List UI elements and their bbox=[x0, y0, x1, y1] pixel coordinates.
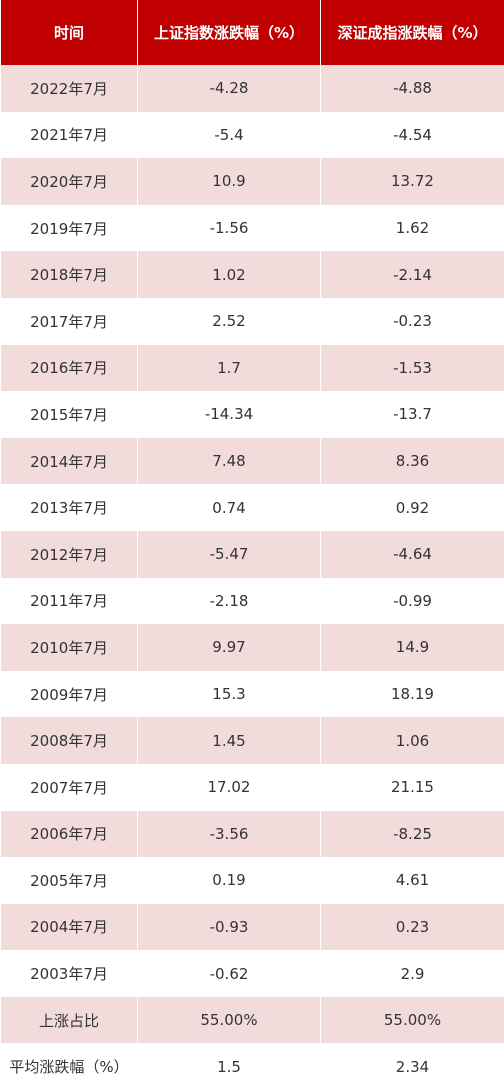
cell-value: -1.53 bbox=[320, 344, 504, 392]
cell-value: -14.34 bbox=[137, 391, 321, 438]
header-cell: 深证成指涨跌幅（%） bbox=[320, 0, 504, 65]
cell-value: 18.19 bbox=[320, 670, 504, 718]
cell-value: -13.7 bbox=[320, 391, 504, 438]
table-row: 2009年7月 15.3 18.19 bbox=[0, 670, 504, 718]
cell-value: 2.52 bbox=[137, 297, 321, 345]
table-row: 2021年7月 -5.4 -4.54 bbox=[0, 111, 504, 159]
row-label: 2017年7月 bbox=[0, 297, 138, 345]
cell-value: 1.06 bbox=[320, 717, 504, 764]
row-label: 2009年7月 bbox=[0, 670, 138, 718]
cell-value: 1.45 bbox=[137, 717, 321, 764]
table-row: 2008年7月 1.45 1.06 bbox=[0, 717, 504, 764]
table-row: 2006年7月 -3.56 -8.25 bbox=[0, 810, 504, 858]
cell-value: 1.02 bbox=[137, 251, 321, 298]
cell-value: 55.00% bbox=[320, 996, 504, 1044]
row-label: 2004年7月 bbox=[0, 903, 138, 951]
cell-value: -0.23 bbox=[320, 297, 504, 345]
row-label: 上涨占比 bbox=[0, 996, 138, 1044]
cell-value: -3.56 bbox=[137, 810, 321, 858]
row-label: 2010年7月 bbox=[0, 624, 138, 671]
table-row: 2004年7月 -0.93 0.23 bbox=[0, 903, 504, 951]
cell-value: -0.62 bbox=[137, 950, 321, 997]
row-label: 2006年7月 bbox=[0, 810, 138, 858]
cell-value: 0.19 bbox=[137, 857, 321, 904]
table-row: 2010年7月 9.97 14.9 bbox=[0, 624, 504, 671]
table-row: 2017年7月 2.52 -0.23 bbox=[0, 297, 504, 345]
row-label: 2019年7月 bbox=[0, 204, 138, 252]
cell-value: -4.64 bbox=[320, 530, 504, 578]
table-row: 2003年7月 -0.62 2.9 bbox=[0, 950, 504, 997]
cell-value: -0.93 bbox=[137, 903, 321, 951]
table-row: 2011年7月 -2.18 -0.99 bbox=[0, 577, 504, 625]
cell-value: -8.25 bbox=[320, 810, 504, 858]
table-row: 2013年7月 0.74 0.92 bbox=[0, 484, 504, 531]
cell-value: -4.28 bbox=[137, 65, 321, 112]
cell-value: 55.00% bbox=[137, 996, 321, 1044]
cell-value: 17.02 bbox=[137, 763, 321, 811]
cell-value: -4.88 bbox=[320, 65, 504, 112]
row-label: 2016年7月 bbox=[0, 344, 138, 392]
cell-value: 15.3 bbox=[137, 670, 321, 718]
row-label: 2021年7月 bbox=[0, 111, 138, 159]
table-row: 2022年7月 -4.28 -4.88 bbox=[0, 65, 504, 112]
row-label: 2007年7月 bbox=[0, 763, 138, 811]
row-label: 2020年7月 bbox=[0, 158, 138, 205]
row-label: 平均涨跌幅（%） bbox=[0, 1043, 138, 1090]
table-row: 2007年7月 17.02 21.15 bbox=[0, 763, 504, 811]
row-label: 2013年7月 bbox=[0, 484, 138, 531]
table-row: 2018年7月 1.02 -2.14 bbox=[0, 251, 504, 298]
row-label: 2005年7月 bbox=[0, 857, 138, 904]
cell-value: 4.61 bbox=[320, 857, 504, 904]
cell-value: 1.62 bbox=[320, 204, 504, 252]
cell-value: 10.9 bbox=[137, 158, 321, 205]
table-row: 2020年7月 10.9 13.72 bbox=[0, 158, 504, 205]
row-label: 2012年7月 bbox=[0, 530, 138, 578]
header-row: 时间 上证指数涨跌幅（%） 深证成指涨跌幅（%） bbox=[0, 0, 504, 65]
header-cell: 时间 bbox=[0, 0, 138, 65]
cell-value: 13.72 bbox=[320, 158, 504, 205]
cell-value: 8.36 bbox=[320, 437, 504, 485]
cell-value: 0.23 bbox=[320, 903, 504, 951]
cell-value: -5.47 bbox=[137, 530, 321, 578]
cell-value: 2.9 bbox=[320, 950, 504, 997]
cell-value: 0.74 bbox=[137, 484, 321, 531]
table-row: 2005年7月 0.19 4.61 bbox=[0, 857, 504, 904]
row-label: 2003年7月 bbox=[0, 950, 138, 997]
cell-value: 21.15 bbox=[320, 763, 504, 811]
row-label: 2014年7月 bbox=[0, 437, 138, 485]
cell-value: -4.54 bbox=[320, 111, 504, 159]
table-row: 2015年7月 -14.34 -13.7 bbox=[0, 391, 504, 438]
row-label: 2022年7月 bbox=[0, 65, 138, 112]
table-row: 2014年7月 7.48 8.36 bbox=[0, 437, 504, 485]
row-label: 2015年7月 bbox=[0, 391, 138, 438]
table-row: 上涨占比 55.00% 55.00% bbox=[0, 996, 504, 1044]
cell-value: 1.5 bbox=[137, 1043, 321, 1090]
cell-value: -2.18 bbox=[137, 577, 321, 625]
cell-value: -0.99 bbox=[320, 577, 504, 625]
row-label: 2008年7月 bbox=[0, 717, 138, 764]
header-cell: 上证指数涨跌幅（%） bbox=[137, 0, 321, 65]
row-label: 2011年7月 bbox=[0, 577, 138, 625]
cell-value: 1.7 bbox=[137, 344, 321, 392]
table-row: 2019年7月 -1.56 1.62 bbox=[0, 204, 504, 252]
cell-value: -2.14 bbox=[320, 251, 504, 298]
table-row: 2016年7月 1.7 -1.53 bbox=[0, 344, 504, 392]
cell-value: 7.48 bbox=[137, 437, 321, 485]
cell-value: -1.56 bbox=[137, 204, 321, 252]
cell-value: -5.4 bbox=[137, 111, 321, 159]
row-label: 2018年7月 bbox=[0, 251, 138, 298]
cell-value: 9.97 bbox=[137, 624, 321, 671]
table-body: 2022年7月 -4.28 -4.88 2021年7月 -5.4 -4.54 2020年7月… bbox=[0, 65, 504, 1090]
table-row: 2012年7月 -5.47 -4.64 bbox=[0, 530, 504, 578]
table-row: 平均涨跌幅（%） 1.5 2.34 bbox=[0, 1043, 504, 1090]
cell-value: 14.9 bbox=[320, 624, 504, 671]
cell-value: 0.92 bbox=[320, 484, 504, 531]
cell-value: 2.34 bbox=[320, 1043, 504, 1090]
